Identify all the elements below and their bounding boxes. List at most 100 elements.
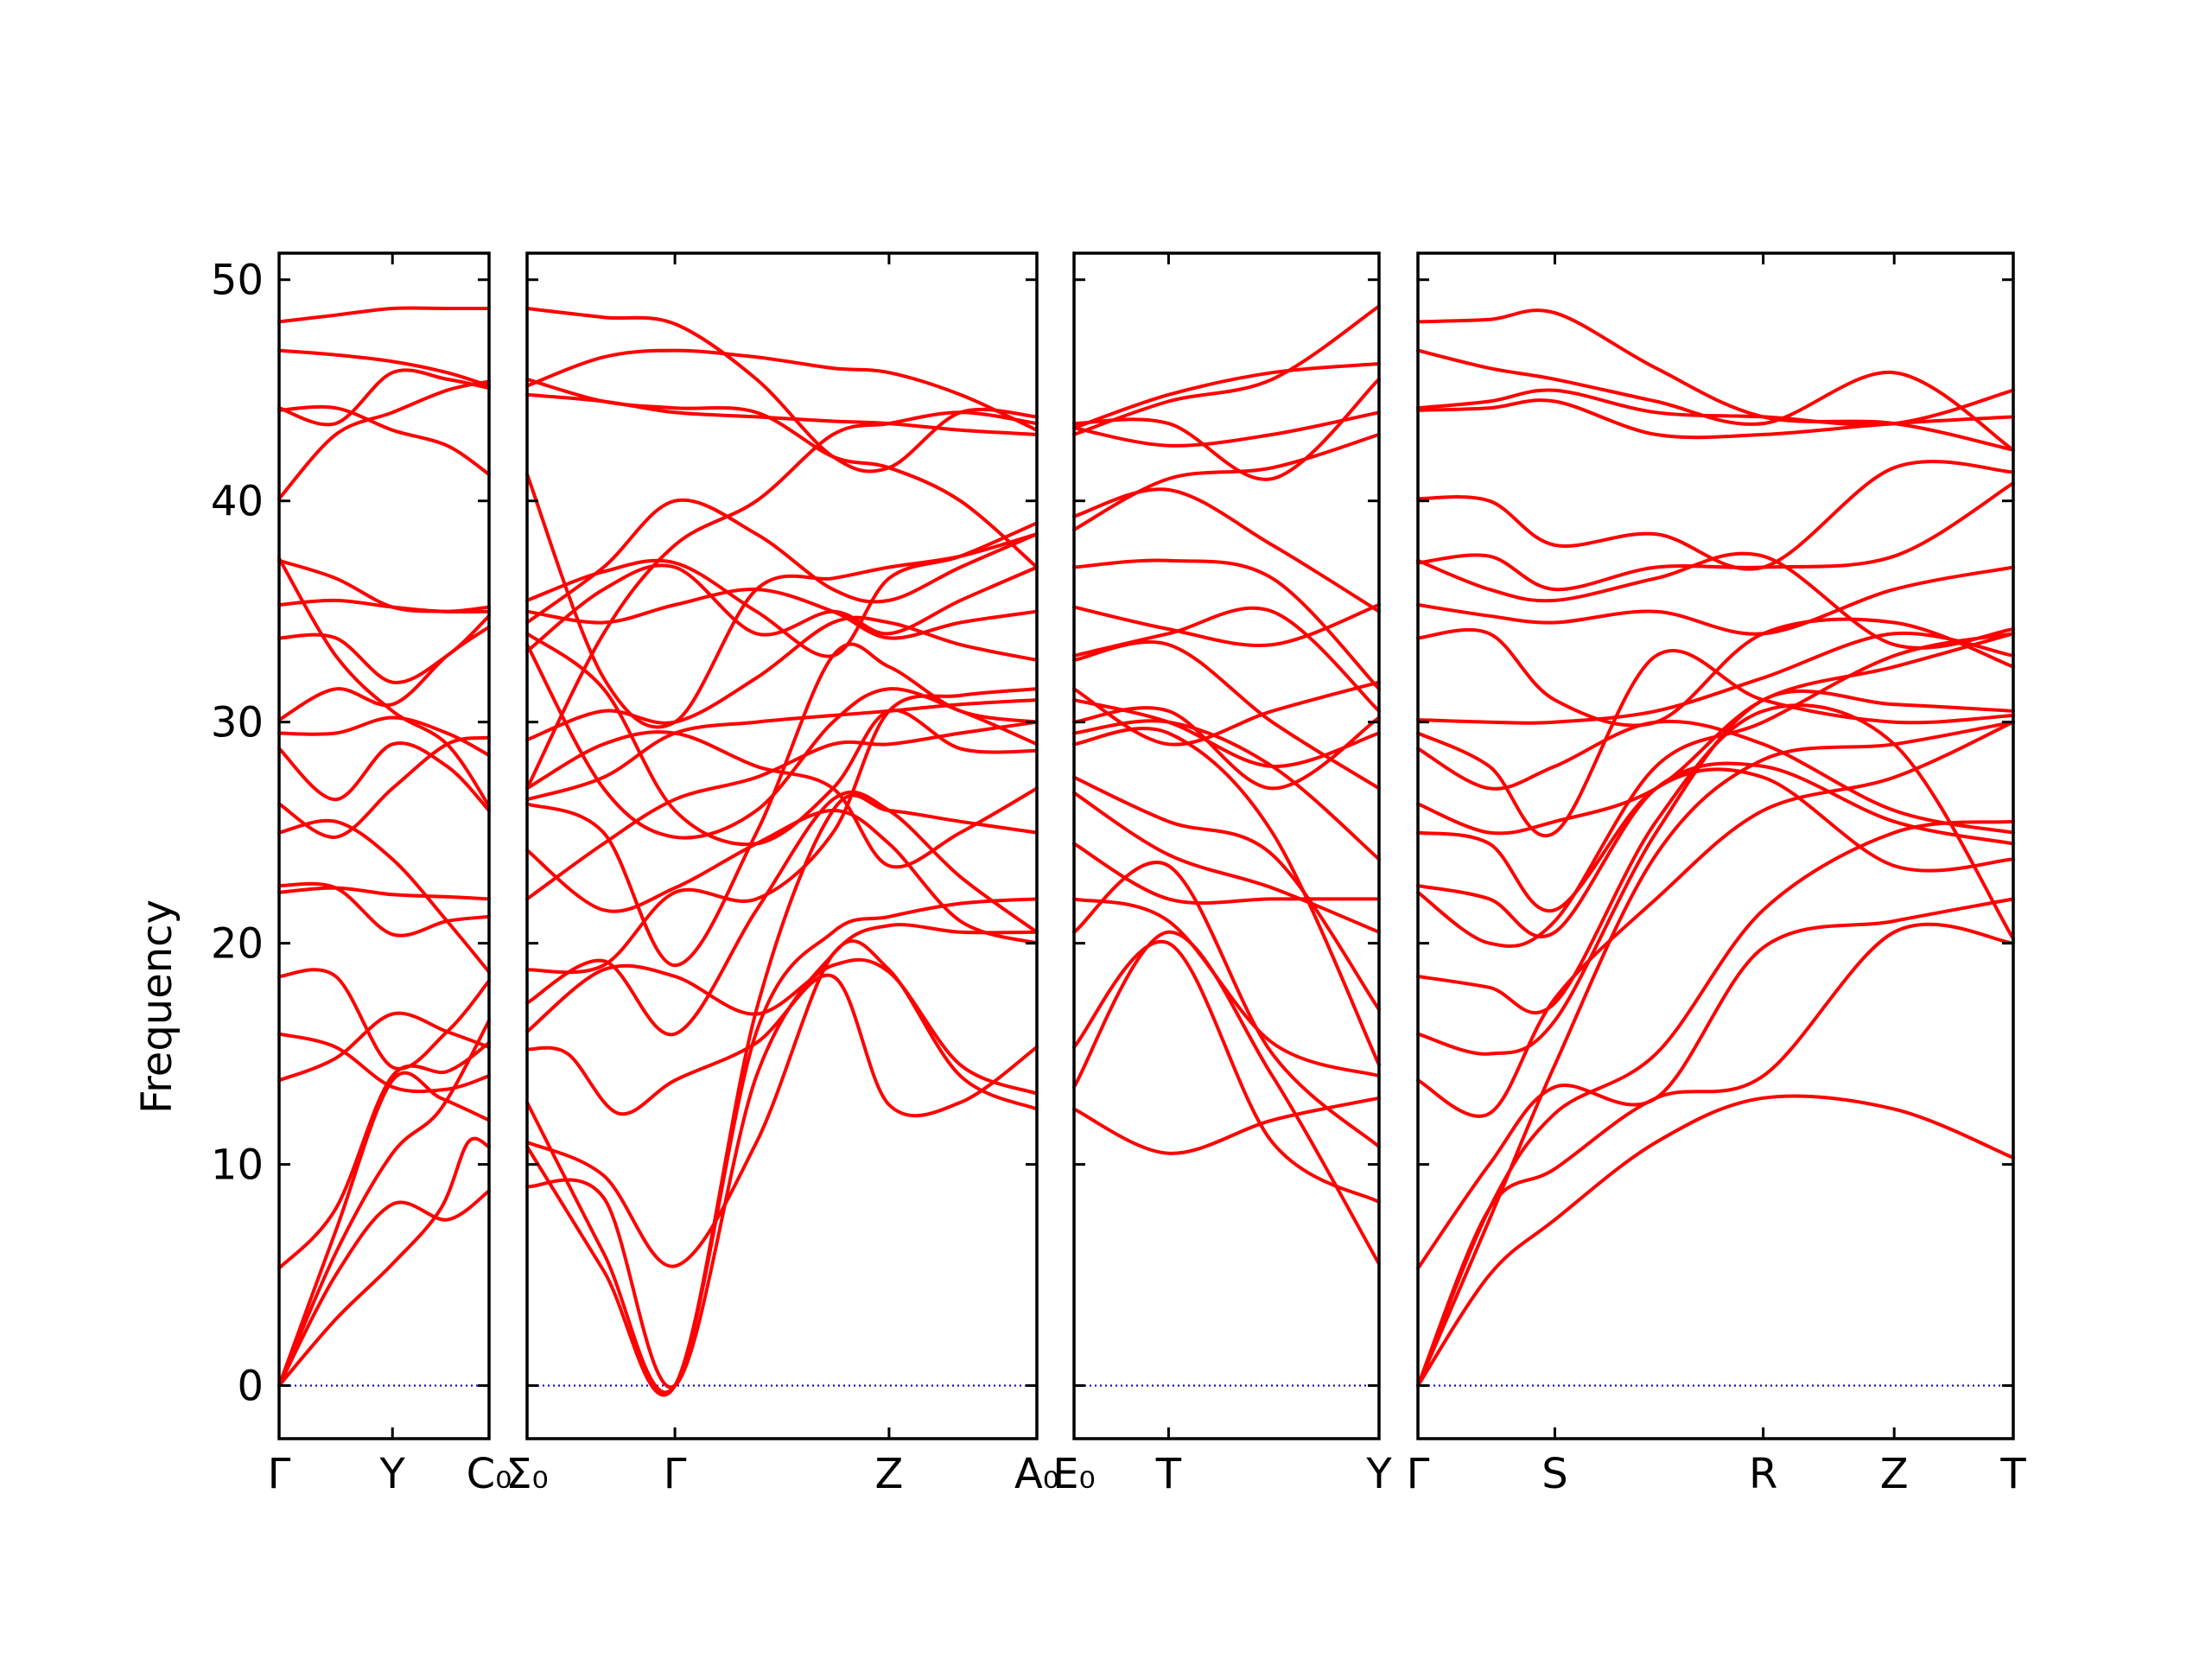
band-1-6 — [277, 1011, 491, 1083]
band-1-12 — [277, 735, 491, 839]
band-4-20 — [1416, 460, 2015, 571]
band-4-3 — [1416, 922, 2015, 1388]
x-tick-label: T — [1999, 1450, 2026, 1498]
band-4-18 — [1416, 551, 2015, 650]
band-3-3 — [1072, 939, 1381, 1205]
band-1-20 — [277, 379, 491, 501]
x-tick-label: T — [1155, 1450, 1182, 1498]
panel-frame — [525, 251, 1039, 1440]
band-2-15 — [525, 643, 1039, 840]
band-3-7 — [1072, 791, 1381, 934]
band-1-13 — [277, 741, 491, 812]
band-4-19 — [1416, 481, 2015, 592]
y-tick-label: 40 — [211, 478, 264, 526]
band-3-22 — [1072, 362, 1381, 430]
band-1-16 — [277, 613, 491, 684]
band-2-1 — [525, 793, 1039, 1397]
x-tick-label: A₀ — [1014, 1450, 1059, 1498]
band-2-22 — [525, 410, 1039, 791]
band-3-10 — [1072, 719, 1381, 861]
band-2-21 — [525, 498, 1039, 625]
band-1-19 — [277, 556, 491, 808]
band-3-23 — [1072, 304, 1381, 436]
band-1-21 — [277, 404, 491, 476]
x-tick-label: C₀ — [467, 1450, 512, 1498]
panel-frame — [1416, 251, 2015, 1440]
band-2-2 — [525, 897, 1039, 1395]
x-tick-label: Y — [379, 1450, 406, 1498]
band-1-1 — [277, 1019, 491, 1388]
band-2-17 — [525, 563, 1039, 653]
band-1-3 — [277, 1136, 491, 1388]
band-3-8 — [1072, 775, 1381, 1012]
band-4-14 — [1416, 649, 2015, 837]
band-2-5 — [525, 973, 1039, 1118]
band-1-22 — [277, 368, 491, 427]
band-4-6 — [1416, 720, 2015, 1118]
band-1-9 — [277, 886, 491, 901]
x-tick-label: Z — [874, 1450, 903, 1498]
band-2-24 — [525, 377, 1039, 569]
band-3-16 — [1072, 603, 1381, 647]
band-1-10 — [277, 881, 491, 938]
x-tick-label: Γ — [664, 1450, 687, 1498]
band-4-17 — [1416, 565, 2015, 636]
band-3-4 — [1072, 861, 1381, 1149]
x-tick-label: Γ — [268, 1450, 291, 1498]
band-1-7 — [277, 1032, 491, 1094]
band-4-16 — [1416, 617, 2015, 728]
band-4-15 — [1416, 631, 2015, 725]
band-3-21 — [1072, 377, 1381, 481]
y-tick-label: 20 — [211, 920, 264, 969]
panel-1: Γ Y C₀ — [268, 251, 512, 1498]
band-1-23 — [277, 348, 491, 388]
band-2-20 — [525, 473, 1039, 729]
band-4-2 — [1416, 819, 2015, 1388]
panel-3: E₀ T Y — [1052, 251, 1392, 1498]
band-2-25 — [525, 348, 1039, 432]
band-2-12 — [525, 698, 1039, 802]
band-4-23 — [1416, 348, 2015, 452]
band-4-4 — [1416, 1094, 2015, 1388]
panel-frame — [277, 251, 491, 1440]
band-2-26 — [525, 307, 1039, 474]
panel-2: Σ₀ Γ Z A₀ — [505, 251, 1059, 1498]
band-2-16 — [525, 632, 1039, 847]
band-1-5 — [277, 1040, 491, 1270]
band-3-9 — [1072, 727, 1381, 1067]
band-2-8 — [525, 687, 1039, 975]
band-1-11 — [277, 818, 491, 974]
y-axis-label: Frequency — [133, 899, 181, 1114]
band-4-12 — [1416, 632, 2015, 836]
y-tick-label: 0 — [237, 1363, 264, 1411]
x-tick-label: E₀ — [1052, 1450, 1096, 1498]
band-2-14 — [525, 615, 1039, 742]
band-4-5 — [1416, 897, 2015, 1270]
x-tick-label: R — [1749, 1450, 1777, 1498]
band-4-7 — [1416, 689, 2015, 1056]
band-2-13 — [525, 730, 1039, 869]
x-tick-label: S — [1541, 1450, 1567, 1498]
band-2-6 — [525, 957, 1039, 1096]
y-tick-label: 50 — [211, 257, 264, 305]
band-1-18 — [277, 558, 491, 614]
x-tick-label: Y — [1365, 1450, 1392, 1498]
band-3-12 — [1072, 698, 1381, 768]
band-4-24 — [1416, 308, 2015, 452]
band-2-4 — [525, 939, 1039, 1268]
band-1-4 — [277, 1189, 491, 1388]
band-3-6 — [1072, 842, 1381, 906]
band-2-7 — [525, 790, 1039, 1037]
band-3-15 — [1072, 606, 1381, 713]
band-1-24 — [277, 306, 491, 324]
x-tick-label: Γ — [1407, 1450, 1430, 1498]
band-3-2 — [1072, 930, 1381, 1266]
band-3-14 — [1072, 640, 1381, 791]
band-3-5 — [1072, 897, 1381, 1078]
band-1-2 — [277, 1071, 491, 1388]
band-4-8 — [1416, 703, 2015, 1015]
band-1-8 — [277, 968, 491, 1071]
